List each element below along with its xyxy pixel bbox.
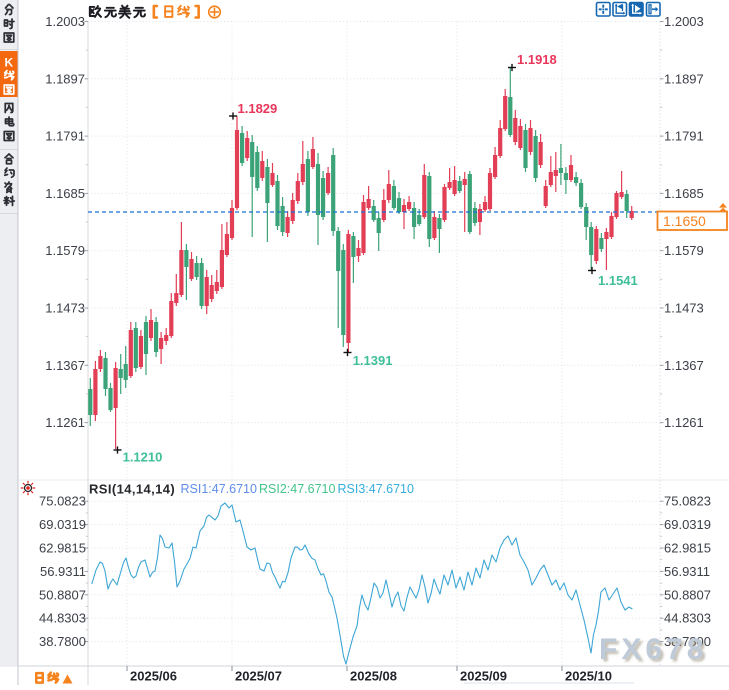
- svg-text:1.1685: 1.1685: [45, 186, 85, 201]
- svg-text:1.1897: 1.1897: [45, 71, 85, 86]
- svg-text:50.8807: 50.8807: [39, 587, 86, 602]
- svg-text:RSI(14,14,14): RSI(14,14,14): [89, 482, 175, 497]
- svg-text:50.8807: 50.8807: [664, 587, 711, 602]
- svg-text:56.9311: 56.9311: [664, 564, 710, 579]
- svg-text:1.1473: 1.1473: [664, 301, 704, 316]
- svg-text:62.9815: 62.9815: [664, 541, 711, 556]
- svg-text:RSI2:47.6710: RSI2:47.6710: [259, 482, 335, 496]
- svg-text:62.9815: 62.9815: [39, 541, 86, 556]
- svg-text:RSI3:47.6710: RSI3:47.6710: [338, 482, 414, 496]
- svg-text:1.1791: 1.1791: [45, 129, 85, 144]
- svg-text:56.9311: 56.9311: [40, 564, 86, 579]
- svg-text:1.1897: 1.1897: [664, 71, 704, 86]
- svg-text:1.1918: 1.1918: [517, 52, 557, 67]
- svg-text:1.1579: 1.1579: [45, 243, 85, 258]
- svg-text:1.1210: 1.1210: [123, 450, 163, 465]
- svg-text:69.0319: 69.0319: [39, 517, 86, 532]
- svg-text:75.0823: 75.0823: [664, 494, 711, 509]
- svg-text:1.2003: 1.2003: [45, 14, 85, 29]
- svg-text:FX678: FX678: [599, 633, 707, 666]
- svg-text:1.1791: 1.1791: [664, 129, 704, 144]
- svg-text:2025/06: 2025/06: [130, 669, 177, 684]
- svg-text:44.8303: 44.8303: [39, 611, 86, 626]
- svg-text:1.1261: 1.1261: [664, 415, 704, 430]
- svg-text:1.1541: 1.1541: [598, 273, 638, 288]
- svg-text:K: K: [4, 56, 13, 70]
- svg-text:69.0319: 69.0319: [664, 517, 711, 532]
- svg-text:2025/09: 2025/09: [460, 669, 507, 684]
- svg-text:2025/08: 2025/08: [350, 669, 397, 684]
- svg-text:38.7800: 38.7800: [39, 634, 86, 649]
- svg-text:1.1829: 1.1829: [238, 101, 278, 116]
- svg-text:RSI1:47.6710: RSI1:47.6710: [181, 482, 257, 496]
- svg-text:1.1685: 1.1685: [664, 186, 704, 201]
- svg-text:1.2003: 1.2003: [664, 14, 704, 29]
- svg-text:75.0823: 75.0823: [39, 494, 86, 509]
- svg-text:2025/10: 2025/10: [565, 669, 612, 684]
- svg-text:1.1367: 1.1367: [664, 358, 704, 373]
- svg-text:38.7800: 38.7800: [664, 634, 711, 649]
- svg-text:1.1473: 1.1473: [45, 301, 85, 316]
- svg-text:1.1367: 1.1367: [45, 358, 85, 373]
- svg-text:1.1650: 1.1650: [663, 213, 706, 229]
- svg-text:2025/07: 2025/07: [235, 669, 282, 684]
- svg-text:1.1391: 1.1391: [353, 353, 393, 368]
- svg-text:1.1261: 1.1261: [45, 415, 85, 430]
- svg-text:44.8303: 44.8303: [664, 611, 711, 626]
- svg-text:1.1579: 1.1579: [664, 243, 704, 258]
